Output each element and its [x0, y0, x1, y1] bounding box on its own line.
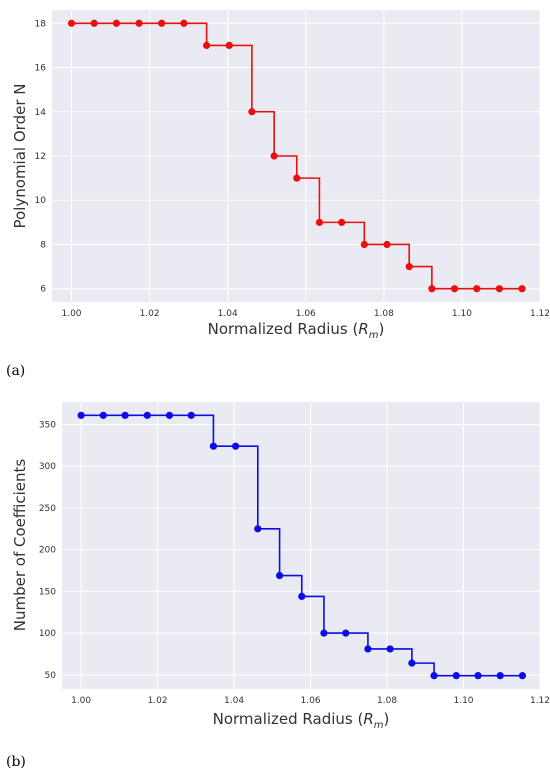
- x-ticks-a: 1.00 1.02 1.04 1.06 1.08 1.10 1.12: [61, 309, 550, 319]
- y-axis-label-b: Number of Coefficients: [11, 459, 29, 632]
- panel-label-b: (b): [6, 754, 26, 770]
- plot-area-b: [62, 402, 540, 689]
- data-point: [315, 218, 324, 226]
- y-tick-label: 50: [45, 671, 57, 681]
- data-point: [293, 174, 301, 182]
- chart-panel-b: 1.00 1.02 1.04 1.06 1.08 1.10 1.12 50 100 150 200…: [6, 402, 550, 770]
- data-point: [342, 629, 350, 637]
- y-tick-label: 8: [40, 240, 46, 250]
- x-tick-label: 1.02: [140, 309, 160, 319]
- data-point: [518, 285, 526, 293]
- data-point: [90, 19, 98, 27]
- x-tick-label: 1.08: [377, 696, 397, 706]
- data-point: [473, 285, 481, 293]
- data-point: [77, 411, 85, 419]
- data-point: [67, 19, 76, 27]
- x-axis-label-a: Normalized Radius (Rm): [208, 320, 385, 341]
- chart-panel-a: 1.00 1.02 1.04 1.06 1.08 1.10 1.12 6 8 10 12 14 16 1…: [6, 10, 550, 379]
- data-point: [386, 645, 394, 653]
- data-point: [165, 411, 174, 419]
- data-point: [495, 285, 503, 293]
- data-point: [112, 19, 121, 27]
- y-tick-label: 200: [39, 546, 56, 556]
- data-point: [450, 285, 459, 293]
- y-ticks-b: 50 100 150 200 250 300 350: [39, 421, 56, 681]
- x-ticks-b: 1.00 1.02 1.04 1.06 1.08 1.10 1.12: [71, 696, 550, 706]
- data-point: [383, 240, 391, 249]
- data-point: [99, 411, 107, 419]
- x-tick-label: 1.06: [296, 309, 316, 319]
- data-point: [496, 672, 504, 680]
- data-point: [275, 571, 284, 580]
- y-tick-label: 6: [40, 285, 46, 295]
- x-tick-label: 1.06: [301, 696, 321, 706]
- x-tick-label: 1.02: [148, 696, 168, 706]
- data-point: [298, 592, 306, 600]
- y-tick-label: 10: [35, 196, 47, 206]
- data-point: [408, 659, 416, 667]
- y-tick-label: 350: [39, 421, 56, 431]
- data-point: [135, 19, 143, 27]
- y-tick-label: 300: [39, 462, 56, 472]
- y-tick-label: 18: [35, 19, 47, 29]
- x-tick-label: 1.04: [224, 696, 244, 706]
- x-axis-label-b: Normalized Radius (Rm): [213, 710, 390, 731]
- data-point: [248, 108, 256, 116]
- data-point: [320, 629, 328, 637]
- data-point: [143, 411, 151, 419]
- data-point: [338, 218, 346, 226]
- y-tick-label: 12: [35, 152, 46, 162]
- x-tick-label: 1.00: [71, 696, 91, 706]
- data-point: [180, 19, 188, 27]
- data-point: [405, 263, 413, 271]
- x-tick-label: 1.10: [452, 309, 472, 319]
- x-tick-label: 1.12: [530, 309, 550, 319]
- y-ticks-a: 6 8 10 12 14 16 18: [35, 19, 47, 294]
- data-point: [518, 672, 527, 680]
- series-a: [67, 19, 526, 293]
- data-point: [474, 672, 482, 680]
- data-point: [452, 672, 460, 680]
- y-tick-label: 150: [39, 587, 56, 597]
- data-point: [202, 41, 211, 49]
- data-point: [121, 411, 129, 419]
- x-tick-label: 1.12: [530, 696, 550, 706]
- y-tick-label: 250: [39, 504, 56, 514]
- y-axis-label-a: Polynomial Order N: [11, 84, 29, 229]
- data-point: [270, 152, 278, 160]
- data-point: [364, 645, 372, 653]
- x-tick-label: 1.04: [218, 309, 238, 319]
- y-tick-label: 14: [35, 108, 47, 118]
- data-point: [209, 442, 218, 450]
- data-point: [360, 240, 368, 249]
- x-tick-label: 1.00: [61, 309, 81, 319]
- series-b: [77, 411, 527, 680]
- panel-label-a: (a): [6, 363, 25, 379]
- data-point: [430, 672, 438, 680]
- data-point: [232, 442, 240, 450]
- x-tick-label: 1.10: [453, 696, 473, 706]
- data-point: [225, 41, 233, 49]
- data-point: [254, 525, 262, 533]
- data-point: [158, 19, 166, 27]
- y-tick-label: 100: [39, 629, 56, 639]
- x-tick-label: 1.08: [374, 309, 394, 319]
- data-point: [428, 285, 436, 293]
- data-point: [187, 411, 195, 419]
- y-tick-label: 16: [35, 64, 47, 74]
- grid-b: [62, 402, 541, 689]
